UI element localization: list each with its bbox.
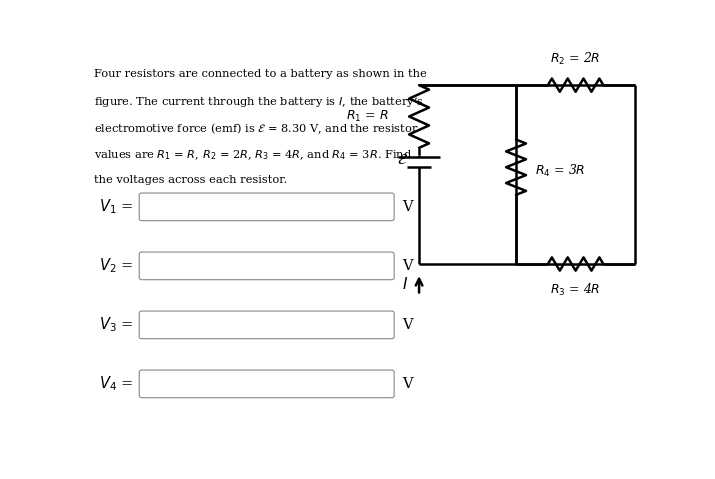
Text: $V_2$ =: $V_2$ = bbox=[99, 257, 134, 275]
FancyBboxPatch shape bbox=[139, 370, 394, 398]
FancyBboxPatch shape bbox=[139, 311, 394, 339]
Text: figure. The current through the battery is $I$, the battery’s: figure. The current through the battery … bbox=[94, 95, 424, 109]
Text: $\mathcal{E}$: $\mathcal{E}$ bbox=[397, 153, 408, 167]
FancyBboxPatch shape bbox=[139, 252, 394, 280]
Text: V: V bbox=[403, 318, 413, 332]
Text: $V_1$ =: $V_1$ = bbox=[99, 197, 134, 216]
Text: $R_1$ = $R$: $R_1$ = $R$ bbox=[346, 109, 389, 124]
Text: $R_2$ = 2$R$: $R_2$ = 2$R$ bbox=[551, 51, 601, 68]
Text: V: V bbox=[403, 200, 413, 214]
Text: $R_4$ = 3$R$: $R_4$ = 3$R$ bbox=[536, 163, 586, 179]
Text: electromotive force (emf) is $\mathcal{E}$ = 8.30 V, and the resistor: electromotive force (emf) is $\mathcal{E… bbox=[94, 122, 418, 136]
Text: V: V bbox=[403, 377, 413, 391]
Text: values are $R_1$ = $R$, $R_2$ = 2$R$, $R_3$ = 4$R$, and $R_4$ = 3$R$. Find: values are $R_1$ = $R$, $R_2$ = 2$R$, $R… bbox=[94, 148, 412, 162]
Text: $V_4$ =: $V_4$ = bbox=[99, 375, 134, 393]
Text: V: V bbox=[403, 259, 413, 273]
Text: the voltages across each resistor.: the voltages across each resistor. bbox=[94, 175, 287, 185]
Text: $I$: $I$ bbox=[402, 276, 408, 292]
Text: Four resistors are connected to a battery as shown in the: Four resistors are connected to a batter… bbox=[94, 68, 427, 79]
Text: $R_3$ = 4$R$: $R_3$ = 4$R$ bbox=[551, 282, 601, 298]
FancyBboxPatch shape bbox=[139, 193, 394, 221]
Text: $V_3$ =: $V_3$ = bbox=[99, 316, 134, 334]
